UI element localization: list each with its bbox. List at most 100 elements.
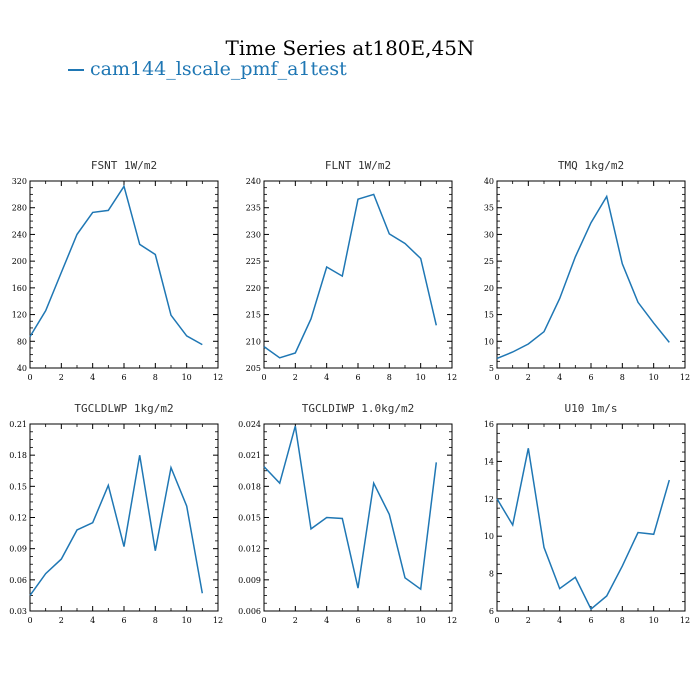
y-tick-label: 40 — [484, 177, 494, 186]
series-line — [29, 455, 204, 596]
x-tick-label: 2 — [293, 373, 298, 382]
x-tick-label: 12 — [447, 616, 457, 625]
y-tick-label: 10 — [484, 337, 494, 346]
panel-6: U10 1m/s 0 2 4 6 8 10 12 6 8 10 12 14 16 — [484, 402, 690, 625]
panel-title: TMQ 1kg/m2 — [558, 159, 624, 172]
panel-title: U10 1m/s — [565, 402, 618, 415]
plot-frame — [496, 423, 686, 612]
y-tick-label: 0.06 — [9, 576, 27, 585]
x-tick-label: 12 — [213, 373, 223, 382]
y-tick-label: 35 — [484, 204, 494, 213]
y-tick-label: 25 — [484, 257, 494, 266]
x-tick-label: 2 — [59, 373, 64, 382]
legend-label: cam144_lscale_pmf_a1test — [90, 58, 347, 80]
x-tick-label: 6 — [355, 616, 360, 625]
panel-4: TGCLDLWP 1kg/m2 0 2 4 6 8 10 12 0.03 0.06 0.09 0.12… — [9, 402, 223, 625]
y-tick-label: 5 — [489, 364, 494, 373]
y-tick-label: 280 — [12, 204, 27, 213]
y-tick-label: 10 — [484, 532, 494, 541]
y-tick-label: 12 — [484, 495, 494, 504]
y-tick-label: 0.006 — [238, 607, 261, 616]
y-tick-label: 160 — [12, 284, 27, 293]
panel-title: TGCLDIWP 1.0kg/m2 — [302, 402, 415, 415]
x-tick-label: 8 — [620, 373, 625, 382]
y-tick-label: 0.03 — [9, 607, 27, 616]
y-tick-label: 0.12 — [9, 514, 27, 523]
series-line — [263, 193, 438, 359]
x-tick-label: 4 — [324, 373, 329, 382]
x-tick-label: 4 — [90, 616, 95, 625]
plot-frame — [496, 180, 686, 369]
y-tick-label: 200 — [12, 257, 27, 266]
x-tick-label: 10 — [416, 616, 426, 625]
x-tick-label: 0 — [494, 616, 499, 625]
x-tick-label: 10 — [649, 616, 659, 625]
x-tick-label: 4 — [90, 373, 95, 382]
x-tick-label: 8 — [153, 616, 158, 625]
x-tick-label: 0 — [27, 373, 32, 382]
y-tick-label: 16 — [484, 420, 494, 429]
x-tick-label: 10 — [182, 616, 192, 625]
series-line — [496, 194, 670, 360]
x-tick-label: 2 — [293, 616, 298, 625]
y-tick-label: 0.012 — [238, 545, 261, 554]
x-tick-label: 4 — [557, 373, 562, 382]
y-tick-label: 20 — [484, 284, 494, 293]
y-tick-label: 320 — [12, 177, 27, 186]
x-tick-label: 0 — [494, 373, 499, 382]
plot-frame — [29, 180, 219, 369]
y-tick-label: 0.021 — [238, 451, 261, 460]
y-tick-label: 220 — [246, 284, 261, 293]
x-tick-label: 4 — [557, 616, 562, 625]
y-tick-label: 240 — [12, 230, 27, 239]
x-tick-label: 8 — [153, 373, 158, 382]
x-tick-label: 8 — [387, 616, 392, 625]
y-tick-label: 240 — [246, 177, 261, 186]
y-tick-label: 0.15 — [9, 482, 27, 491]
x-tick-label: 4 — [324, 616, 329, 625]
y-tick-label: 0.009 — [238, 576, 261, 585]
x-tick-label: 0 — [261, 373, 266, 382]
x-tick-label: 10 — [416, 373, 426, 382]
y-tick-label: 30 — [484, 230, 494, 239]
y-tick-label: 0.09 — [9, 545, 27, 554]
plot-frame — [263, 423, 453, 612]
y-tick-label: 8 — [489, 570, 494, 579]
y-tick-label: 0.024 — [238, 420, 261, 429]
panel-5: TGCLDIWP 1.0kg/m2 0 2 4 6 8 10 12 0.006 0.009 0.01… — [238, 402, 457, 625]
y-tick-label: 0.018 — [238, 482, 261, 491]
x-tick-label: 8 — [620, 616, 625, 625]
panel-title: FSNT 1W/m2 — [91, 159, 157, 172]
panel-title: TGCLDLWP 1kg/m2 — [74, 402, 173, 415]
x-tick-label: 12 — [680, 373, 690, 382]
y-tick-label: 14 — [484, 457, 494, 466]
x-tick-label: 8 — [387, 373, 392, 382]
x-tick-label: 6 — [588, 373, 593, 382]
y-tick-label: 0.18 — [9, 451, 27, 460]
x-tick-label: 12 — [680, 616, 690, 625]
y-tick-label: 0.21 — [9, 420, 27, 429]
y-tick-label: 235 — [246, 204, 261, 213]
x-tick-label: 10 — [182, 373, 192, 382]
panel-title: FLNT 1W/m2 — [325, 159, 391, 172]
x-tick-label: 2 — [59, 616, 64, 625]
y-tick-label: 40 — [17, 364, 27, 373]
x-tick-label: 12 — [213, 616, 223, 625]
x-tick-label: 0 — [27, 616, 32, 625]
x-tick-label: 12 — [447, 373, 457, 382]
x-tick-label: 6 — [355, 373, 360, 382]
x-tick-label: 6 — [121, 616, 126, 625]
y-tick-label: 15 — [484, 311, 494, 320]
legend-line-icon — [68, 69, 84, 71]
y-tick-label: 6 — [489, 607, 494, 616]
x-tick-label: 6 — [588, 616, 593, 625]
y-tick-label: 210 — [246, 337, 261, 346]
x-tick-label: 10 — [649, 373, 659, 382]
y-tick-label: 230 — [246, 230, 261, 239]
panel-1: FSNT 1W/m2 0 2 4 6 8 10 12 40 80 120 160 200 240 280 32… — [12, 159, 223, 382]
panel-3: TMQ 1kg/m2 0 2 4 6 8 10 12 5 10 15 20 25 30 35 40 — [484, 159, 690, 382]
x-tick-label: 2 — [526, 373, 531, 382]
y-tick-label: 225 — [246, 257, 261, 266]
y-tick-label: 205 — [246, 364, 261, 373]
y-tick-label: 0.015 — [238, 514, 261, 523]
